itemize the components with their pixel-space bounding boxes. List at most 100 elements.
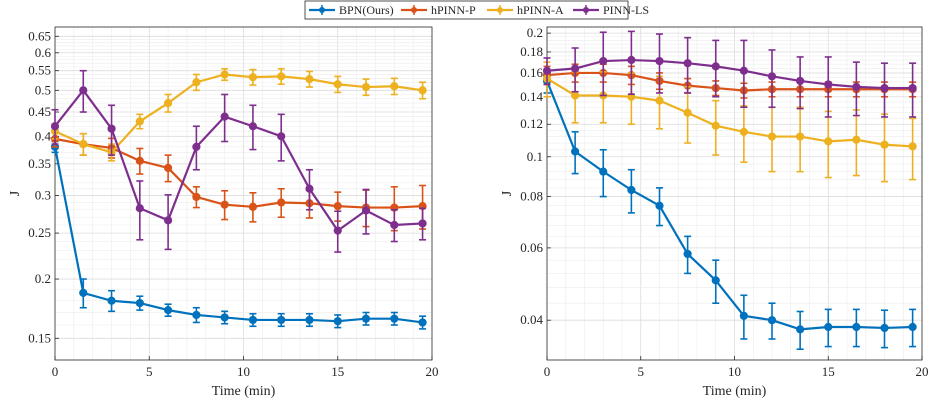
- data-point: [683, 108, 692, 117]
- data-point: [79, 86, 88, 95]
- series-line: [53, 146, 423, 324]
- data-point: [571, 147, 580, 156]
- x-tick-label: 10: [237, 364, 250, 379]
- series-hpinn-a: [542, 61, 917, 183]
- y-tick-label: 0.3: [35, 188, 51, 203]
- data-point: [390, 82, 399, 91]
- data-point: [739, 311, 748, 320]
- data-point: [305, 315, 314, 325]
- data-point: [627, 55, 636, 65]
- y-tick-label: 0.2: [527, 25, 543, 40]
- x-axis: 0 5 10 15 20: [52, 356, 439, 379]
- data-point: [305, 75, 314, 84]
- data-point: [220, 313, 229, 322]
- data-point: [852, 82, 861, 91]
- legend-label: hPINN-P: [431, 3, 476, 17]
- data-point: [739, 66, 748, 75]
- data-point: [683, 59, 692, 68]
- y-tick-label: 0.55: [28, 63, 51, 78]
- legend-label: PINN-LS: [603, 3, 649, 17]
- data-point: [390, 314, 399, 323]
- data-point: [824, 80, 833, 89]
- data-point: [50, 122, 60, 131]
- data-point: [220, 200, 229, 209]
- data-point: [908, 322, 917, 332]
- x-tick-label: 15: [822, 364, 835, 379]
- data-point: [164, 306, 173, 315]
- data-point: [908, 83, 917, 93]
- x-axis-label: Time (min): [212, 384, 276, 399]
- data-point: [767, 316, 777, 325]
- data-point: [107, 124, 116, 133]
- data-point: [135, 117, 144, 126]
- data-point: [655, 56, 664, 66]
- y-axis: 0.04 0.06 0.08 0.1 0.12 0.14 0.16 0.18 0.2: [520, 25, 551, 327]
- data-point: [220, 112, 229, 121]
- y-tick-label: 0.12: [520, 116, 543, 131]
- data-point: [192, 142, 201, 151]
- x-tick-label: 20: [916, 364, 929, 379]
- data-point: [542, 66, 552, 75]
- y-tick-label: 0.16: [520, 65, 543, 80]
- data-point: [655, 96, 664, 105]
- legend-swatch-marker: [497, 7, 503, 13]
- y-axis-label: J: [500, 190, 515, 196]
- y-tick-label: 0.15: [28, 330, 51, 345]
- y-tick-label: 0.08: [520, 189, 543, 204]
- x-axis-label: Time (min): [703, 384, 767, 399]
- data-point: [908, 142, 917, 151]
- data-point: [248, 315, 258, 325]
- data-point: [220, 70, 229, 79]
- y-tick-label: 0.6: [35, 45, 52, 60]
- data-point: [599, 56, 608, 66]
- x-tick-label: 5: [146, 364, 153, 379]
- data-point: [305, 184, 314, 193]
- y-tick-label: 0.25: [28, 225, 51, 240]
- grid: [55, 27, 432, 360]
- y-tick-label: 0.04: [520, 312, 543, 327]
- legend-box: [304, 0, 629, 20]
- data-point: [333, 317, 342, 326]
- data-point: [711, 62, 720, 71]
- data-point: [248, 73, 258, 82]
- data-point: [880, 323, 889, 333]
- series-line: [545, 80, 913, 331]
- data-point: [418, 318, 427, 327]
- y-axis-label: J: [8, 190, 23, 196]
- series-line: [546, 58, 913, 90]
- series-hpinn-a: [50, 68, 427, 162]
- data-point: [164, 98, 173, 108]
- series-line: [54, 73, 423, 154]
- data-point: [192, 78, 201, 87]
- legend-swatch-marker: [411, 7, 417, 13]
- data-point: [79, 288, 88, 297]
- y-tick-label: 0.1: [527, 149, 543, 164]
- x-tick-label: 0: [544, 364, 551, 379]
- y-tick-label: 0.2: [35, 271, 51, 286]
- axes-frame: [546, 26, 923, 361]
- data-point: [824, 137, 833, 146]
- data-point: [767, 132, 777, 141]
- data-point: [627, 185, 636, 195]
- data-point: [248, 202, 258, 211]
- data-point: [361, 82, 371, 92]
- y-axis: 0.15 0.2 0.25 0.3 0.35 0.4 0.45 0.5 0.55 0.6 0.65: [28, 28, 59, 345]
- series-line: [546, 77, 913, 148]
- data-point: [277, 198, 286, 207]
- legend-swatch-marker: [319, 7, 325, 13]
- data-point: [880, 140, 889, 149]
- data-point: [418, 86, 427, 95]
- legend-entry: hPINN-P: [401, 3, 476, 17]
- left-chart: 0 5 10 15 20 0.15 0.2 0.25 0.3 0.35 0.4 0.45 0.5 0.55…: [8, 26, 439, 399]
- data-point: [796, 132, 805, 141]
- data-point: [277, 132, 286, 141]
- data-point: [164, 216, 173, 225]
- data-point: [333, 80, 342, 89]
- data-point: [164, 163, 173, 173]
- x-tick-label: 5: [638, 364, 645, 379]
- series-pinn-ls: [50, 69, 427, 253]
- x-tick-label: 0: [52, 364, 59, 379]
- data-point: [79, 140, 88, 149]
- data-point: [796, 325, 805, 334]
